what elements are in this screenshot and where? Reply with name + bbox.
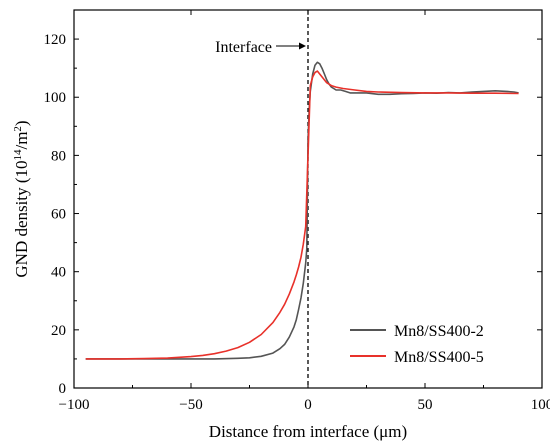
series-line-2: [85, 70, 519, 360]
y-tick-label: 120: [44, 32, 67, 48]
y-tick-label: 40: [51, 265, 66, 281]
x-tick-label: 0: [304, 397, 312, 413]
x-tick-label: −50: [179, 397, 202, 413]
y-tick-label: 60: [51, 207, 66, 223]
y-tick-label: 0: [59, 381, 67, 397]
y-tick-label: 20: [51, 323, 66, 339]
y-axis-label: GND density (1014/m2): [12, 120, 31, 277]
axes-layer: −100 −50 0 50 100 0 20 40 60 80 100 120 Distance fro…: [12, 9, 550, 441]
x-tick-label: 100: [531, 397, 550, 413]
y-tick-label: 100: [44, 90, 67, 106]
interface-annotation: Interface: [215, 39, 272, 56]
legend-label-1: Mn8/SS400-2: [394, 323, 484, 340]
plot-layer: [85, 10, 519, 388]
y-tick-label: 80: [51, 148, 66, 164]
x-axis-label: Distance from interface (μm): [209, 422, 407, 441]
x-tick-label: −100: [59, 397, 90, 413]
legend: Mn8/SS400-2 Mn8/SS400-5: [350, 323, 484, 366]
x-tick-label: 50: [418, 397, 433, 413]
series-line-1: [85, 61, 519, 360]
interface-arrow-head: [299, 42, 306, 50]
legend-label-2: Mn8/SS400-5: [394, 349, 484, 366]
